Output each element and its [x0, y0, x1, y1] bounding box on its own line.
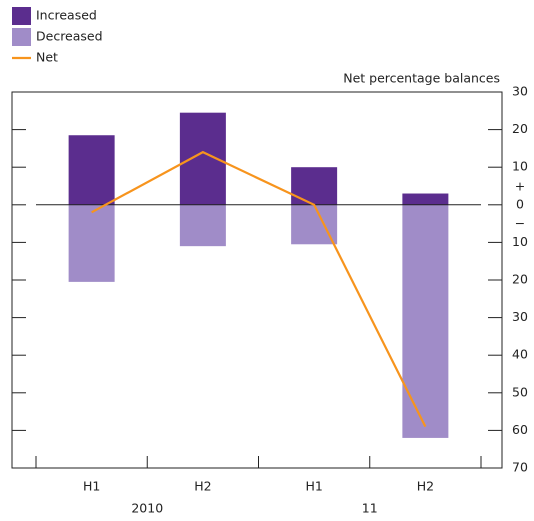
x-tick-label: H1 — [305, 479, 322, 494]
sign-label: + — [515, 178, 525, 193]
legend-label: Net — [36, 50, 58, 65]
legend-swatch — [12, 28, 31, 46]
sign-label: − — [515, 215, 525, 230]
x-tick-label: H2 — [417, 479, 434, 494]
y-tick-label: 30 — [512, 84, 528, 99]
x-tick-label: H2 — [194, 479, 211, 494]
y-tick-label: 0 — [516, 196, 524, 211]
year-label: 2010 — [131, 501, 163, 516]
y-tick-label: 20 — [512, 121, 528, 136]
legend-swatch — [12, 7, 31, 25]
legend-label: Increased — [36, 8, 97, 23]
year-label: 11 — [362, 501, 378, 516]
bar — [402, 204, 449, 438]
legend-label: Decreased — [36, 29, 103, 44]
bar — [68, 135, 115, 205]
y-tick-label: 10 — [512, 159, 528, 174]
bar — [179, 204, 226, 247]
y-tick-label: 60 — [512, 422, 528, 437]
bar — [402, 193, 449, 205]
y-tick-label: 50 — [512, 384, 528, 399]
y-tick-label: 30 — [512, 309, 528, 324]
y-tick-label: 40 — [512, 347, 528, 362]
y-tick-label: 10 — [512, 234, 528, 249]
x-tick-label: H1 — [83, 479, 100, 494]
net-line — [91, 150, 427, 428]
axis-title: Net percentage balances — [343, 71, 500, 86]
bar — [68, 204, 115, 282]
y-tick-label: 70 — [512, 460, 528, 475]
y-tick-label: 20 — [512, 272, 528, 287]
bar — [291, 167, 338, 205]
